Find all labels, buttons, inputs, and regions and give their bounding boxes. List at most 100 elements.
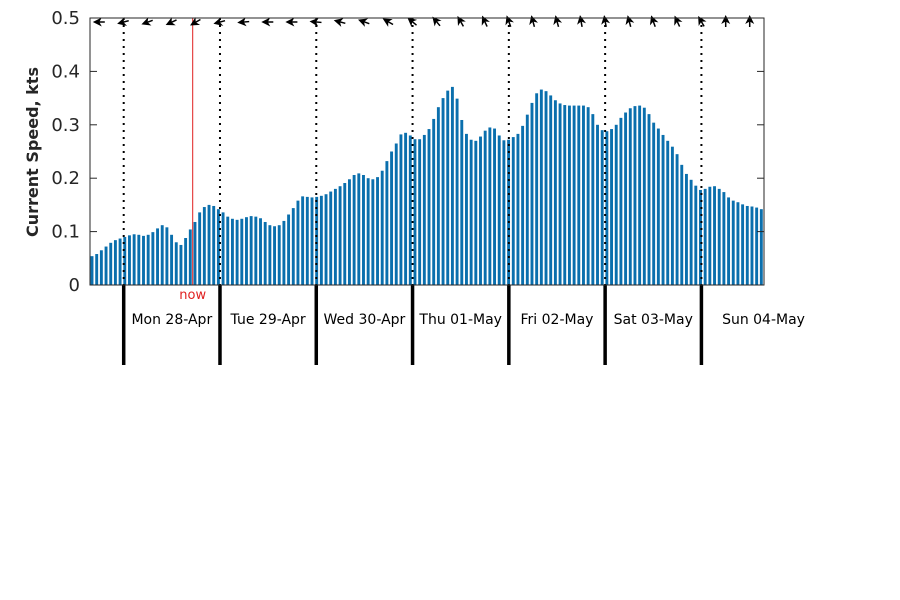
bar [731, 200, 735, 285]
bar [216, 209, 220, 285]
bar [310, 197, 314, 285]
bar [104, 246, 108, 285]
bar [221, 212, 225, 285]
bar [226, 216, 230, 285]
bar [483, 130, 487, 285]
bar [666, 140, 670, 285]
bar [404, 132, 408, 285]
arrow-head [261, 17, 271, 27]
bar [656, 128, 660, 285]
bar [591, 114, 595, 286]
y-tick-label: 0.4 [51, 61, 80, 82]
bar [600, 130, 604, 285]
bar [493, 128, 496, 285]
bar [474, 140, 478, 285]
bar [408, 135, 412, 285]
bar [366, 178, 370, 285]
bar [530, 102, 534, 285]
bar [315, 196, 319, 285]
direction-arrow [92, 17, 105, 27]
day-label: Tue 29-Apr [230, 312, 306, 328]
bar [479, 136, 482, 285]
bar [184, 238, 188, 285]
bar [567, 105, 571, 285]
bar [137, 234, 141, 285]
bar [605, 131, 609, 285]
arrow-head [721, 15, 731, 24]
direction-arrow [285, 17, 298, 27]
bar [347, 179, 351, 285]
bar [736, 202, 740, 285]
bar [535, 93, 539, 285]
bar [282, 220, 286, 285]
bar [525, 114, 529, 286]
arrow-head [190, 17, 201, 26]
bar [193, 221, 197, 285]
arrow-head [117, 17, 127, 26]
bar [619, 117, 623, 285]
bar [652, 122, 656, 285]
bar [689, 179, 693, 285]
bar [446, 90, 450, 286]
bar [380, 170, 384, 285]
bar [544, 91, 548, 285]
day-divider-layer [121, 18, 704, 365]
bar [507, 139, 511, 285]
bar [670, 146, 674, 285]
bar [586, 107, 590, 286]
bar [113, 240, 117, 285]
bar [553, 100, 557, 286]
bar [699, 189, 702, 285]
bar [142, 235, 145, 285]
bar [722, 192, 726, 285]
arrow-head [92, 17, 102, 27]
bar [305, 196, 309, 285]
bar [684, 173, 688, 285]
day-label: Sat 03-May [614, 312, 693, 328]
bar [460, 119, 464, 286]
bar [413, 139, 417, 285]
direction-arrow [117, 17, 129, 26]
direction-arrow [432, 16, 442, 27]
bar [207, 204, 211, 285]
y-tick-label: 0 [69, 275, 80, 296]
y-tick-label: 0.3 [51, 115, 80, 136]
bar [469, 139, 473, 285]
bar [385, 161, 389, 285]
bar [245, 217, 248, 285]
bar [675, 154, 679, 285]
bar [343, 183, 347, 285]
direction-arrow [721, 15, 731, 27]
direction-arrow [190, 17, 201, 26]
bar [680, 164, 684, 285]
bar [516, 133, 520, 285]
bar [502, 140, 506, 285]
bars-layer [90, 86, 763, 286]
bar [441, 98, 445, 285]
bar [165, 227, 169, 285]
arrow-head [165, 17, 176, 26]
bar [394, 143, 398, 285]
bar [521, 125, 525, 286]
bar [577, 105, 581, 285]
arrow-head [333, 18, 344, 27]
bar [118, 238, 122, 285]
direction-arrow [745, 15, 755, 27]
bar [549, 95, 553, 286]
bar [333, 188, 337, 285]
arrow-head [213, 17, 224, 26]
bar [717, 188, 721, 285]
bar [450, 86, 454, 285]
bar [614, 124, 618, 285]
bar [759, 209, 763, 285]
bar [642, 107, 646, 286]
bar [432, 118, 436, 286]
bar [755, 207, 759, 285]
bar [296, 200, 300, 285]
bar [188, 229, 192, 285]
direction-arrow [261, 17, 274, 27]
bar [357, 173, 361, 285]
bar [160, 225, 164, 285]
bar [703, 188, 707, 285]
